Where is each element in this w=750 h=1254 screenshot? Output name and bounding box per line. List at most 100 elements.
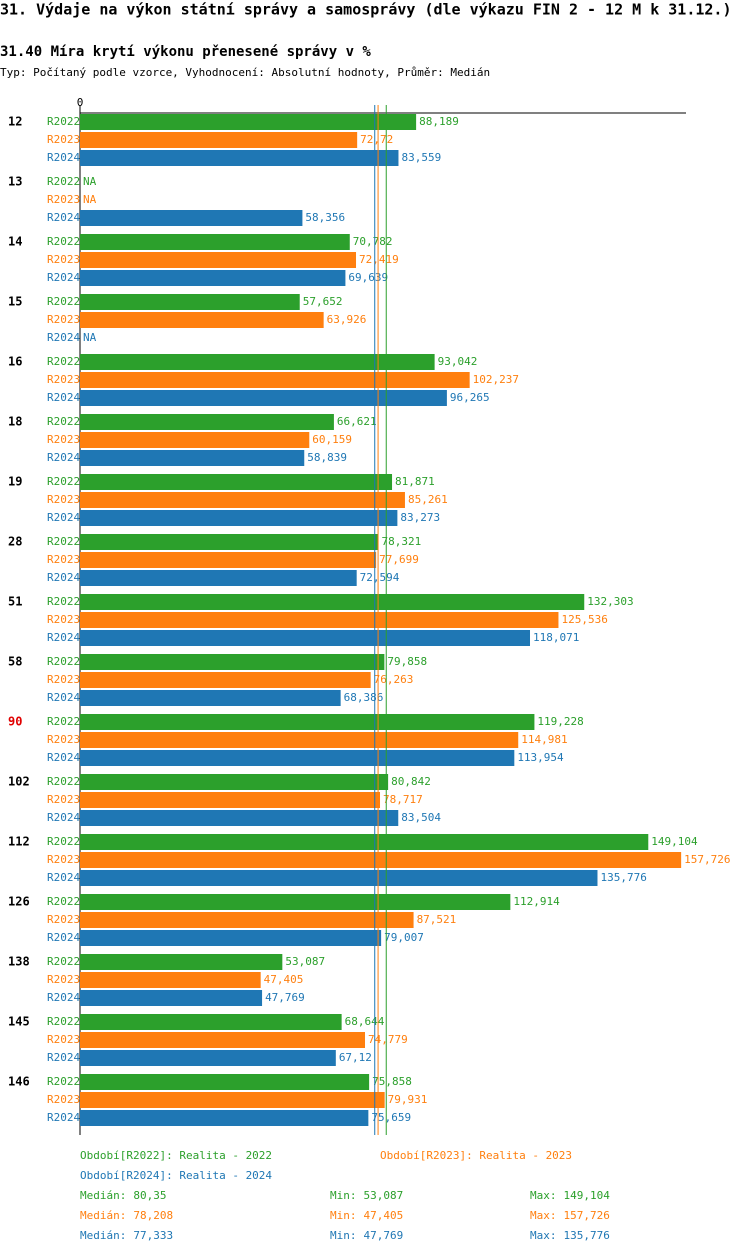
bar [80, 414, 334, 430]
bar [80, 654, 385, 670]
value-label: 72,594 [360, 571, 400, 584]
value-label: 53,087 [285, 955, 325, 968]
series-label: R2022 [47, 955, 80, 968]
stat-name: Medián: [80, 1189, 126, 1202]
series-label: R2023 [47, 193, 80, 206]
series-label: R2023 [47, 913, 80, 926]
value-label: 60,159 [312, 433, 352, 446]
value-label: 70,782 [353, 235, 393, 248]
value-label: 93,042 [438, 355, 478, 368]
series-label: R2022 [47, 655, 80, 668]
value-label: NA [83, 331, 97, 344]
series-label: R2024 [47, 391, 80, 404]
value-label: 80,842 [391, 775, 431, 788]
series-label: R2023 [47, 253, 80, 266]
bar [80, 852, 682, 868]
series-label: R2022 [47, 715, 80, 728]
stat-value: 53,087 [364, 1189, 404, 1202]
series-label: R2024 [47, 871, 80, 884]
category-label: 146 [8, 1075, 30, 1089]
category-label: 58 [8, 655, 22, 669]
value-label: 75,659 [371, 1111, 411, 1124]
series-label: R2022 [47, 1075, 80, 1088]
bar [80, 492, 405, 508]
chart-subtitle: 31.40 Míra krytí výkonu přenesené správy… [0, 44, 371, 60]
value-label: 149,104 [651, 835, 698, 848]
bar [80, 432, 310, 448]
value-label: 119,228 [537, 715, 583, 728]
bar [80, 312, 324, 328]
value-label: 83,273 [400, 511, 440, 524]
value-label: 112,914 [513, 895, 560, 908]
bar [80, 1014, 342, 1030]
series-label: R2022 [47, 775, 80, 788]
value-label: 135,776 [600, 871, 646, 884]
series-label: R2023 [47, 1033, 80, 1046]
value-label: 47,405 [264, 973, 304, 986]
value-label: 114,981 [521, 733, 567, 746]
series-label: R2023 [47, 313, 80, 326]
bar [80, 252, 357, 268]
bar [80, 234, 350, 250]
bar [80, 1110, 369, 1126]
bar [80, 294, 300, 310]
series-label: R2022 [47, 535, 80, 548]
bar [80, 1074, 370, 1090]
value-label: 96,265 [450, 391, 490, 404]
category-label: 28 [8, 535, 22, 549]
bar [80, 990, 263, 1006]
value-label: 118,071 [533, 631, 579, 644]
stat-name: Max: [530, 1209, 557, 1222]
category-label: 90 [8, 715, 22, 729]
stat-value: 157,726 [564, 1209, 610, 1222]
stat-value: 135,776 [564, 1229, 610, 1242]
stat-value: 149,104 [564, 1189, 611, 1202]
series-label: R2024 [47, 271, 80, 284]
bar [80, 510, 398, 526]
value-label: 85,261 [408, 493, 448, 506]
series-label: R2022 [47, 235, 80, 248]
bar [80, 552, 377, 568]
series-label: R2024 [47, 331, 80, 344]
stat-name: Medián: [80, 1229, 126, 1242]
category-label: 12 [8, 115, 22, 129]
value-label: 72,419 [359, 253, 399, 266]
category-label: 16 [8, 355, 22, 369]
bar [80, 690, 341, 706]
bar [80, 954, 283, 970]
stat-value: 47,405 [364, 1209, 404, 1222]
value-label: 76,263 [374, 673, 414, 686]
value-label: 78,717 [383, 793, 423, 806]
stat-value: 78,208 [133, 1209, 173, 1222]
series-label: R2023 [47, 793, 80, 806]
category-label: 14 [8, 235, 22, 249]
bar [80, 570, 357, 586]
bar [80, 534, 379, 550]
series-label: R2024 [47, 1051, 80, 1064]
value-label: 87,521 [417, 913, 457, 926]
category-label: 145 [8, 1015, 30, 1029]
category-label: 18 [8, 415, 22, 429]
value-label: 66,621 [337, 415, 377, 428]
series-label: R2024 [47, 511, 80, 524]
series-label: R2023 [47, 493, 80, 506]
bar [80, 894, 511, 910]
bar [80, 870, 598, 886]
bar [80, 972, 261, 988]
series-label: R2022 [47, 175, 80, 188]
stat-name: Min: [330, 1189, 357, 1202]
bar [80, 114, 417, 130]
series-label: R2022 [47, 595, 80, 608]
value-label: 83,504 [401, 811, 441, 824]
series-label: R2023 [47, 853, 80, 866]
series-label: R2024 [47, 1111, 80, 1124]
bar [80, 150, 399, 166]
series-label: R2022 [47, 475, 80, 488]
series-label: R2024 [47, 931, 80, 944]
value-label: 63,926 [327, 313, 367, 326]
value-label: 88,189 [419, 115, 459, 128]
series-label: R2023 [47, 673, 80, 686]
value-label: 68,386 [344, 691, 384, 704]
series-label: R2024 [47, 991, 80, 1004]
stat-name: Min: [330, 1209, 357, 1222]
